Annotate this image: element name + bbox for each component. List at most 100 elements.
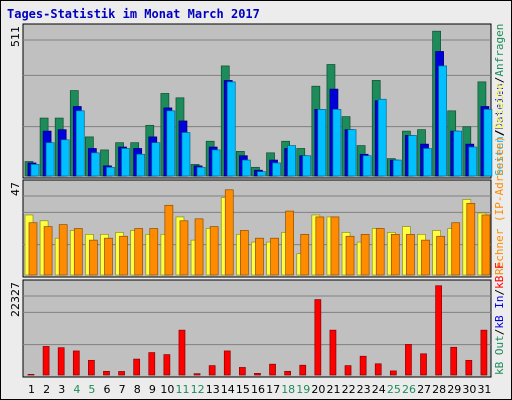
bar-seiten-day-28: [438, 65, 447, 177]
x-tick-label-day-19: 19: [296, 383, 310, 396]
bar-seiten-day-2: [45, 142, 55, 177]
bar-rechneripadressen-day-11: [179, 220, 189, 276]
bar-rechneripadressen-day-30: [466, 203, 476, 276]
bar-seiten-day-9: [151, 142, 161, 177]
x-tick-label-day-11: 11: [176, 383, 190, 396]
x-tick-label-day-1: 1: [28, 383, 35, 396]
x-tick-label-day-3: 3: [58, 383, 65, 396]
legend-entry-dateien: Dateien: [493, 83, 506, 129]
bar-rechneripadressen-day-27: [421, 239, 430, 276]
bar-rechneripadressen-day-18: [285, 210, 294, 276]
bar-seiten-day-11: [181, 132, 191, 177]
x-tick-label-day-21: 21: [326, 383, 340, 396]
x-tick-label-day-13: 13: [206, 383, 220, 396]
bar-kbf-day-10: [163, 354, 171, 376]
bar-rechneripadressen-day-4: [73, 228, 83, 276]
bar-kbf-day-13: [208, 365, 216, 376]
bar-kbf-day-20: [314, 299, 322, 376]
bar-seiten-day-19: [302, 155, 312, 177]
panel-2-ymax-label: 47: [9, 182, 22, 196]
bar-kbf-day-6: [103, 370, 110, 376]
bar-seiten-day-4: [75, 110, 85, 177]
bar-rechneripadressen-day-5: [89, 239, 98, 276]
bar-kbf-day-16: [254, 373, 261, 376]
bar-kbf-day-30: [465, 359, 473, 376]
bar-rechneripadressen-day-20: [315, 216, 325, 276]
bar-kbf-day-14: [223, 350, 231, 376]
panel-3-ymax-label: 22327: [9, 282, 22, 317]
bar-kbf-day-25: [389, 370, 397, 376]
bar-seiten-day-1: [30, 164, 40, 177]
bar-seiten-day-10: [166, 110, 176, 177]
bar-kbf-day-7: [118, 371, 125, 376]
legend-entry-besuche: Besuche: [493, 83, 506, 129]
bar-seiten-day-30: [468, 146, 478, 177]
bar-rechneripadressen-day-22: [345, 235, 355, 276]
legend-separator: /: [493, 289, 506, 296]
x-tick-label-day-18: 18: [281, 383, 295, 396]
x-tick-label-day-7: 7: [119, 383, 126, 396]
x-tick-label-day-8: 8: [134, 383, 141, 396]
bar-rechneripadressen-day-1: [28, 222, 38, 276]
bar-rechneripadressen-day-8: [134, 228, 144, 276]
panel-2-legend: Rechner (IP-Adressen)/Besuche: [493, 83, 506, 275]
bar-rechneripadressen-day-10: [164, 204, 174, 276]
bar-seiten-day-27: [423, 148, 432, 177]
bar-rechneripadressen-day-26: [406, 233, 415, 276]
bar-kbf-day-15: [239, 367, 246, 376]
legend-separator: /: [493, 130, 506, 137]
bar-seiten-day-13: [211, 149, 221, 177]
x-tick-label-day-31: 31: [477, 383, 491, 396]
bar-rechneripadressen-day-29: [451, 222, 461, 276]
bar-seiten-day-8: [136, 153, 146, 177]
bar-kbf-day-3: [57, 347, 65, 376]
panel-1-ymax-label: 511: [9, 26, 22, 47]
x-tick-label-day-20: 20: [311, 383, 325, 396]
legend-entry-seiten: Seiten: [493, 136, 506, 176]
bar-seiten-day-6: [106, 166, 115, 177]
bar-rechneripadressen-day-23: [360, 233, 370, 276]
bar-seiten-day-31: [483, 109, 493, 177]
bar-kbf-day-17: [269, 363, 276, 376]
bar-seiten-day-24: [377, 98, 387, 177]
bar-kbf-day-23: [359, 355, 367, 376]
bar-rechneripadressen-day-13: [209, 226, 219, 276]
bar-rechneripadressen-day-31: [481, 214, 491, 276]
bar-rechneripadressen-day-21: [330, 216, 340, 276]
legend-separator: /: [493, 129, 506, 136]
bar-rechneripadressen-day-28: [436, 235, 445, 276]
legend-entry-rechneripadressen: Rechner (IP-Adressen): [493, 136, 506, 275]
bar-seiten-day-16: [257, 171, 266, 177]
x-tick-label-day-22: 22: [342, 383, 356, 396]
legend-separator: /: [493, 77, 506, 84]
bar-seiten-day-14: [226, 81, 236, 177]
bar-kbf-day-4: [72, 350, 80, 376]
bar-rechneripadressen-day-3: [58, 224, 68, 276]
bar-rechneripadressen-day-9: [149, 228, 159, 276]
bar-kbf-day-26: [405, 344, 412, 376]
x-tick-label-day-29: 29: [447, 383, 461, 396]
bar-seiten-day-22: [347, 129, 357, 177]
bar-rechneripadressen-day-6: [104, 237, 113, 276]
bar-kbf-day-22: [344, 365, 352, 376]
x-tick-label-day-9: 9: [149, 383, 156, 396]
bar-rechneripadressen-day-24: [375, 228, 385, 276]
x-tick-label-day-30: 30: [462, 383, 476, 396]
bar-kbf-day-21: [329, 329, 337, 376]
x-tick-label-day-26: 26: [402, 383, 416, 396]
bar-kbf-day-11: [178, 329, 186, 376]
bar-seiten-day-18: [287, 145, 296, 177]
bar-kbf-day-29: [450, 346, 458, 376]
x-tick-label-day-27: 27: [417, 383, 431, 396]
x-tick-label-day-4: 4: [73, 383, 80, 396]
x-tick-label-day-10: 10: [160, 383, 174, 396]
bar-kbf-day-24: [374, 363, 382, 376]
legend-entry-anfragen: Anfragen: [493, 24, 506, 77]
x-tick-label-day-24: 24: [372, 383, 386, 396]
bar-seiten-day-7: [121, 148, 130, 177]
bar-kbf-day-18: [284, 370, 291, 376]
bar-rechneripadressen-day-15: [240, 230, 249, 276]
panel-3-legend: kB Out/kB In/kB F: [493, 262, 506, 375]
bar-seiten-day-15: [242, 159, 251, 177]
